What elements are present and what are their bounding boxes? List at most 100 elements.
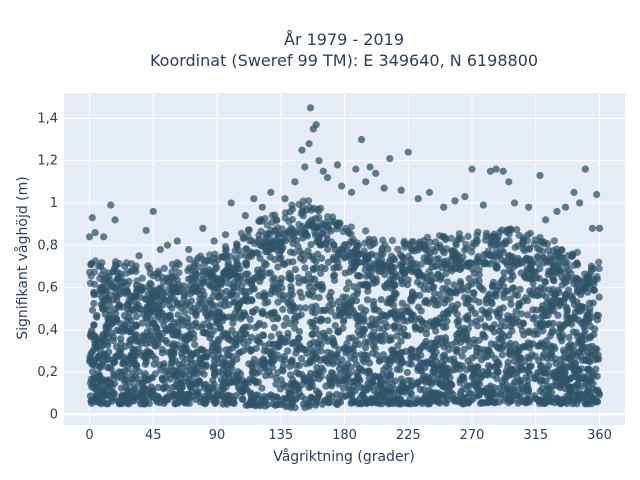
data-point xyxy=(503,258,511,267)
data-point xyxy=(517,310,525,318)
data-point xyxy=(529,258,537,266)
data-point xyxy=(106,276,114,284)
data-point xyxy=(502,388,510,396)
data-point xyxy=(563,277,571,285)
data-point xyxy=(119,359,127,367)
data-point xyxy=(417,326,425,334)
data-point xyxy=(532,327,540,335)
data-point xyxy=(319,329,327,337)
data-point xyxy=(275,330,283,338)
data-point xyxy=(342,224,350,233)
data-point xyxy=(567,291,575,300)
data-point xyxy=(307,240,315,249)
data-point xyxy=(484,309,492,318)
data-point xyxy=(306,291,314,299)
data-point xyxy=(450,395,458,404)
data-point xyxy=(88,396,96,405)
data-point xyxy=(551,399,559,407)
data-point xyxy=(212,319,220,327)
data-point xyxy=(171,400,179,408)
data-point xyxy=(104,400,112,408)
data-point xyxy=(487,397,495,405)
data-point xyxy=(425,188,434,196)
data-point xyxy=(85,233,94,241)
data-point xyxy=(317,315,325,323)
data-point xyxy=(184,267,192,275)
data-point xyxy=(563,311,571,319)
data-point xyxy=(185,245,193,254)
data-point xyxy=(508,327,516,335)
data-point xyxy=(554,311,562,319)
data-point xyxy=(400,317,408,325)
data-point xyxy=(210,237,218,245)
data-point xyxy=(330,241,338,249)
data-point xyxy=(268,211,276,220)
data-point xyxy=(570,261,578,269)
data-point xyxy=(209,339,217,347)
data-point xyxy=(163,241,172,249)
data-point xyxy=(519,245,527,253)
data-point xyxy=(141,354,149,362)
data-point xyxy=(478,399,486,407)
data-point xyxy=(426,238,434,247)
data-point xyxy=(389,282,398,290)
data-point xyxy=(194,391,202,399)
data-point xyxy=(301,163,309,171)
data-point xyxy=(104,354,112,362)
data-point xyxy=(523,382,532,390)
data-point xyxy=(556,297,564,305)
data-point xyxy=(558,281,566,289)
data-point xyxy=(252,305,260,314)
data-point xyxy=(278,355,286,363)
data-point xyxy=(277,338,285,346)
data-point xyxy=(221,398,230,406)
data-point xyxy=(585,343,593,351)
data-point xyxy=(362,178,370,186)
data-point xyxy=(411,268,420,276)
data-point xyxy=(149,319,157,327)
data-point xyxy=(115,327,124,335)
data-point xyxy=(514,242,522,250)
data-point xyxy=(504,312,512,320)
data-point xyxy=(308,303,316,311)
data-point xyxy=(403,368,411,377)
data-point xyxy=(394,390,402,398)
data-point xyxy=(523,311,532,319)
data-point xyxy=(511,378,519,386)
data-point xyxy=(462,244,470,252)
data-point xyxy=(310,338,318,346)
data-point xyxy=(464,232,472,241)
data-point xyxy=(248,346,256,354)
data-point xyxy=(371,372,379,380)
data-point xyxy=(508,386,516,394)
data-point xyxy=(128,395,136,403)
data-point xyxy=(590,330,598,339)
data-point xyxy=(494,358,502,366)
data-point xyxy=(158,345,167,354)
data-point xyxy=(257,227,265,235)
data-point xyxy=(310,275,319,283)
data-point xyxy=(300,230,308,239)
data-point xyxy=(386,388,394,396)
data-point xyxy=(363,396,372,404)
data-point xyxy=(526,229,534,237)
data-point xyxy=(179,359,187,368)
y-tick-label: 0,4 xyxy=(37,323,58,338)
data-point xyxy=(329,272,338,280)
data-point xyxy=(312,121,320,129)
data-point xyxy=(550,237,558,245)
data-point xyxy=(232,379,240,387)
data-point xyxy=(386,154,394,163)
data-point xyxy=(446,380,455,388)
data-point xyxy=(381,241,389,249)
data-point xyxy=(577,291,585,299)
data-point xyxy=(557,398,565,406)
data-point xyxy=(547,354,555,362)
data-point xyxy=(472,258,480,267)
data-point xyxy=(348,306,357,314)
data-point xyxy=(234,337,242,345)
data-point xyxy=(114,303,123,311)
data-point xyxy=(282,402,290,411)
data-point xyxy=(337,251,345,259)
data-point xyxy=(90,268,99,276)
